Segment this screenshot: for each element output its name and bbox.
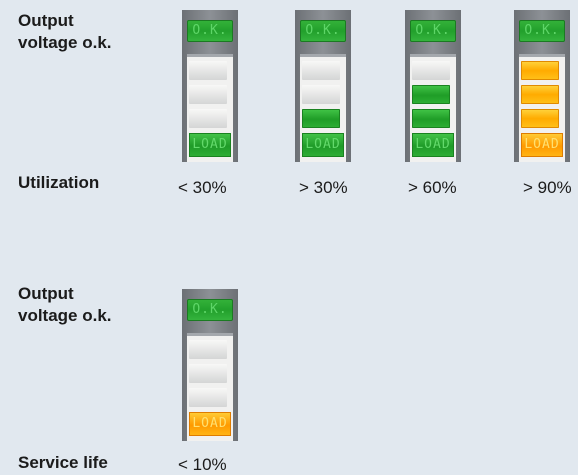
load-segment [521,61,559,80]
load-led: LOAD [189,133,231,157]
load-segment [189,109,227,128]
load-segment [521,85,559,104]
service-life-label: Service life [18,453,108,472]
load-segment [189,388,227,407]
load-segment [189,340,227,359]
indicator-module: O.K. LOAD [295,10,351,162]
load-bar-stack: LOAD [300,54,346,162]
load-segment [302,109,340,128]
load-bar-stack: LOAD [187,54,233,162]
load-segment [521,109,559,128]
section1-label: Output voltage o.k. [18,11,112,52]
load-segment [412,85,450,104]
section2-label: Output voltage o.k. [18,284,112,325]
load-segment [302,61,340,80]
threshold-caption: > 90% [523,178,572,197]
ok-led: O.K. [410,20,456,42]
load-segment [189,85,227,104]
load-bar-stack: LOAD [410,54,456,162]
load-segment [189,364,227,383]
load-bar-stack: LOAD [187,333,233,441]
load-led: LOAD [189,412,231,436]
load-segment [412,109,450,128]
load-led: LOAD [412,133,454,157]
threshold-caption: < 10% [178,455,227,474]
ok-led: O.K. [187,299,233,321]
load-segment [412,61,450,80]
load-segment [302,85,340,104]
threshold-caption: > 60% [408,178,457,197]
load-led: LOAD [521,133,563,157]
threshold-caption: < 30% [178,178,227,197]
indicator-module: O.K. LOAD [405,10,461,162]
threshold-caption: > 30% [299,178,348,197]
indicator-module: O.K. LOAD [182,289,238,441]
ok-led: O.K. [300,20,346,42]
indicator-module: O.K. LOAD [182,10,238,162]
indicator-module: O.K. LOAD [514,10,570,162]
load-segment [189,61,227,80]
load-led: LOAD [302,133,344,157]
ok-led: O.K. [519,20,565,42]
ok-led: O.K. [187,20,233,42]
load-bar-stack: LOAD [519,54,565,162]
utilization-label: Utilization [18,173,100,192]
